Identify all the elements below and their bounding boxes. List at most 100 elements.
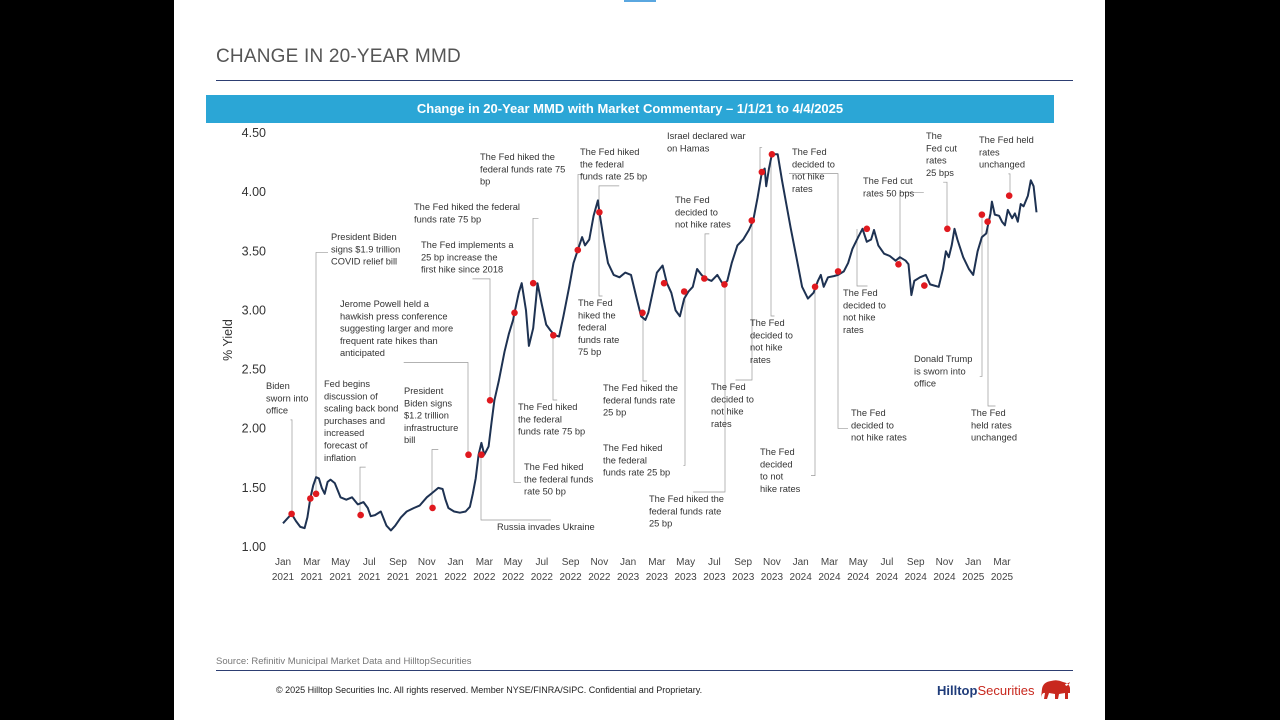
annotation-line: Donald Trump: [914, 354, 972, 364]
annotation-leader-line: [513, 313, 521, 483]
annotation-line: rates: [750, 355, 771, 365]
y-tick-label: 3.00: [242, 303, 266, 317]
annotation-line: decided to: [711, 394, 754, 404]
x-tick-label-year: 2022: [588, 572, 611, 583]
annotation-a23: The Fed cut rates 50 bps: [863, 176, 915, 198]
annotation-a5: Jerome Powell held a hawkish press confer…: [340, 299, 453, 358]
y-tick-label: 1.50: [242, 481, 266, 495]
annotation-line: hike rates: [760, 484, 801, 494]
annotation-line: sworn into: [266, 393, 308, 403]
annotation-leader-line: [290, 419, 293, 514]
annotation-line: rates: [792, 184, 813, 194]
annotation-line: The Fed hiked: [524, 462, 583, 472]
annotation-line: increased: [324, 428, 364, 438]
chart-title-banner: Change in 20-Year MMD with Market Commen…: [206, 95, 1054, 123]
x-tick-label-month: Nov: [418, 557, 436, 568]
x-tick-label-year: 2023: [703, 572, 726, 583]
annotation-line: anticipated: [340, 348, 385, 358]
annotation-line: bill: [404, 435, 415, 445]
annotation-line: frequent rate hikes than: [340, 336, 438, 346]
source-note: Source: Refinitiv Municipal Market Data …: [216, 656, 472, 667]
annotation-line: funds rate 75 bp: [518, 427, 585, 437]
annotation-line: to not: [760, 472, 784, 482]
annotation-line: The: [926, 131, 942, 141]
x-tick-label-month: Nov: [590, 557, 608, 568]
x-tick-label-year: 2024: [876, 572, 899, 583]
x-tick-label-month: Jan: [447, 557, 463, 568]
annotation-line: funds rate: [578, 335, 619, 345]
annotation-a27: Donald Trump is sworn into office: [914, 354, 972, 389]
annotation-leader-line: [359, 466, 366, 515]
annotation-a20: The Fed decided to not hike rates: [750, 318, 793, 365]
x-tick-label-year: 2023: [617, 572, 640, 583]
x-tick-label-month: Jan: [275, 557, 291, 568]
annotation-line: The Fed hiked the federal: [414, 202, 520, 212]
x-tick-label-month: Jul: [708, 557, 721, 568]
event-marker: [978, 211, 986, 218]
event-marker: [429, 504, 436, 512]
annotation-line: 75 bp: [578, 347, 601, 357]
y-tick-label: 3.50: [242, 244, 266, 258]
annotation-line: suggesting larger and more: [340, 324, 453, 334]
annotation-line: funds rate 75 bp: [414, 214, 481, 224]
x-tick-label-year: 2022: [502, 572, 525, 583]
annotation-line: The Fed hiked the: [480, 152, 555, 162]
annotation-line: rates: [926, 156, 947, 166]
annotation-leader-line: [1008, 173, 1011, 196]
event-marker: [863, 225, 871, 233]
event-marker: [748, 217, 756, 224]
annotation-line: The Fed: [711, 382, 746, 392]
annotation-line: 25 bp increase the: [421, 252, 498, 262]
annotation-line: The Fed cut: [863, 176, 913, 186]
y-axis-label: % Yield: [221, 319, 235, 361]
annotation-a10: Russia invades Ukraine: [497, 522, 595, 532]
x-tick-label-month: Jan: [965, 557, 981, 568]
annotation-leader-line: [987, 222, 996, 407]
annotation-line: rates 50 bps: [863, 188, 915, 198]
x-tick-label-month: May: [676, 557, 695, 568]
x-tick-label-year: 2021: [301, 572, 324, 583]
annotation-line: office: [914, 379, 936, 389]
annotation-line: infrastructure: [404, 423, 458, 433]
annotation-leader-line: [683, 292, 686, 466]
x-tick-label-month: Mar: [476, 557, 494, 568]
x-tick-label-month: Mar: [648, 557, 666, 568]
annotation-line: decided to: [843, 300, 886, 310]
annotation-a29: The Fed held rates unchanged: [971, 408, 1017, 443]
x-tick-label-year: 2021: [387, 572, 410, 583]
annotation-a19: Israel declared war on Hamas: [667, 131, 746, 153]
annotation-line: rates: [843, 325, 864, 335]
title-rule: [216, 80, 1073, 81]
annotation-leader-line: [431, 449, 439, 508]
x-tick-label-year: 2024: [818, 572, 841, 583]
event-marker: [596, 208, 603, 216]
annotation-line: discussion of: [324, 391, 378, 401]
event-marker: [834, 268, 842, 275]
annotation-line: decided to: [750, 330, 793, 340]
annotation-leader-line: [899, 191, 924, 264]
annotation-leader-line: [642, 313, 648, 382]
annotation-line: The Fed: [971, 408, 1006, 418]
annotation-line: 25 bp: [649, 519, 672, 529]
annotation-line: 25 bp: [603, 408, 626, 418]
annotation-line: funds rate 25 bp: [603, 468, 670, 478]
annotation-a8: The Fed hiked the federal funds rate 75 bp: [480, 152, 565, 187]
event-marker: [529, 279, 537, 287]
annotation-line: unchanged: [979, 160, 1025, 170]
annotation-leader-line: [472, 278, 491, 400]
annotation-line: The Fed: [750, 318, 785, 328]
annotation-a22: The Fed decided to not hike rates: [760, 447, 801, 494]
x-tick-label-month: May: [331, 557, 350, 568]
annotation-line: The Fed held: [979, 135, 1034, 145]
annotation-line: forecast of: [324, 441, 368, 451]
annotation-line: decided to: [675, 207, 718, 217]
event-marker: [465, 451, 472, 459]
annotation-line: The Fed hiked: [580, 147, 639, 157]
annotation-line: the federal: [603, 455, 647, 465]
annotation-leader-line: [403, 362, 469, 454]
x-tick-label-month: May: [504, 557, 523, 568]
event-marker: [550, 331, 557, 339]
annotation-line: held rates: [971, 420, 1012, 430]
x-tick-label-year: 2023: [646, 572, 669, 583]
